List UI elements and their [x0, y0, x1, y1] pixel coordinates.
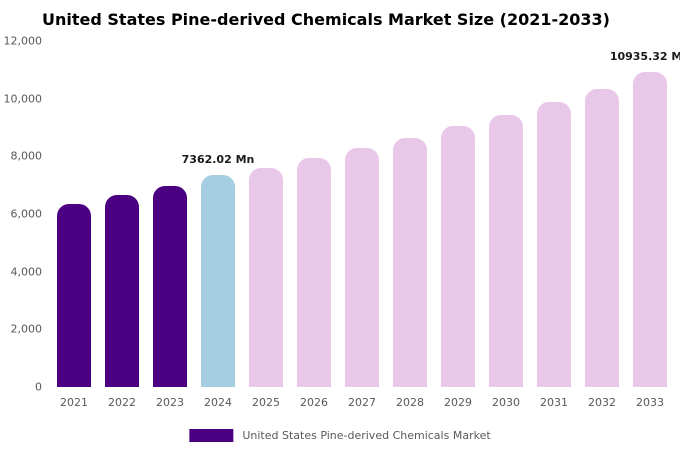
- legend-swatch: [189, 429, 234, 442]
- bar-column: [146, 41, 194, 387]
- x-axis-tick-label: 2030: [492, 396, 520, 409]
- bar-2023: [153, 185, 187, 387]
- legend: United States Pine-derived Chemicals Mar…: [189, 429, 491, 442]
- y-axis-tick-label: 4,000: [10, 265, 43, 279]
- bar-2030: [489, 114, 523, 387]
- chart-title: United States Pine-derived Chemicals Mar…: [42, 10, 610, 29]
- legend-label: United States Pine-derived Chemicals Mar…: [242, 429, 491, 442]
- bar-column: [242, 41, 290, 387]
- bar-column: [434, 41, 482, 387]
- y-axis-tick-label: 8,000: [10, 149, 43, 163]
- bar-2025: [249, 167, 283, 387]
- bar-column: [530, 41, 578, 387]
- bar-value-label: 10935.32 Mn: [609, 49, 680, 63]
- bar-2031: [537, 101, 571, 387]
- x-axis-tick-label: 2027: [348, 396, 376, 409]
- y-axis-tick-label: 2,000: [10, 322, 43, 336]
- y-axis-tick-label: 10,000: [3, 92, 43, 106]
- bar-2021: [57, 203, 91, 387]
- x-axis-tick-label: 2031: [540, 396, 568, 409]
- bar-column: 7362.02 Mn: [182, 41, 254, 387]
- y-axis-tick-label: 12,000: [3, 34, 43, 48]
- bar-2022: [105, 194, 139, 387]
- x-axis-tick-label: 2021: [60, 396, 88, 409]
- x-axis-tick-label: 2029: [444, 396, 472, 409]
- bar-column: [98, 41, 146, 387]
- y-axis-tick-label: 0: [35, 380, 42, 394]
- bar-column: [338, 41, 386, 387]
- bar-2032: [585, 88, 619, 387]
- bar-2027: [345, 147, 379, 387]
- x-axis-tick-label: 2024: [204, 396, 232, 409]
- x-axis-tick-label: 2033: [636, 396, 664, 409]
- bar-value-label: 7362.02 Mn: [181, 152, 255, 166]
- plot-area: 7362.02 Mn 10935.32 Mn: [50, 41, 680, 387]
- x-axis-tick-label: 2022: [108, 396, 136, 409]
- x-axis-tick-label: 2025: [252, 396, 280, 409]
- x-axis-tick-label: 2028: [396, 396, 424, 409]
- bar-2033: 10935.32 Mn: [610, 50, 680, 387]
- bar-column: [578, 41, 626, 387]
- bar-column: [290, 41, 338, 387]
- bar-column: [50, 41, 98, 387]
- y-axis: 0 2,000 4,000 6,000 8,000 10,000 12,000: [0, 35, 44, 394]
- bar-column: [482, 41, 530, 387]
- x-axis-tick-label: 2023: [156, 396, 184, 409]
- y-axis-tick-label: 6,000: [10, 207, 43, 221]
- x-axis-tick-label: 2032: [588, 396, 616, 409]
- bar-column: 10935.32 Mn: [610, 41, 680, 387]
- bar-2024: 7362.02 Mn: [182, 153, 254, 387]
- x-axis: 2021 2022 2023 2024 2025 2026 2027 2028 2029 2030…: [50, 396, 674, 409]
- bar-column: [386, 41, 434, 387]
- bar-2028: [393, 137, 427, 387]
- bar-2029: [441, 126, 475, 387]
- bar-2026: [297, 157, 331, 387]
- x-axis-tick-label: 2026: [300, 396, 328, 409]
